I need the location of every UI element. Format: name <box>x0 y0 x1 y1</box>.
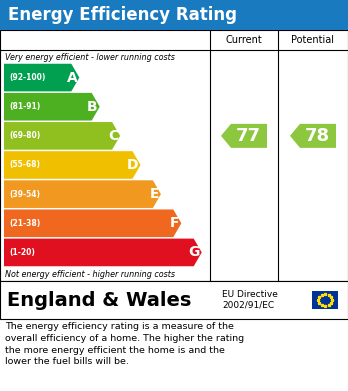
Text: E: E <box>149 187 159 201</box>
Text: 77: 77 <box>236 127 261 145</box>
Polygon shape <box>4 210 181 237</box>
Polygon shape <box>4 64 79 91</box>
Text: G: G <box>188 246 200 260</box>
Text: B: B <box>87 100 98 114</box>
Bar <box>312 291 338 309</box>
Polygon shape <box>221 124 267 148</box>
Polygon shape <box>290 124 336 148</box>
Text: (69-80): (69-80) <box>9 131 40 140</box>
Polygon shape <box>4 180 161 208</box>
Polygon shape <box>4 93 100 120</box>
Text: (92-100): (92-100) <box>9 73 45 82</box>
Text: Potential: Potential <box>292 35 334 45</box>
Bar <box>0 0 348 30</box>
Text: (39-54): (39-54) <box>9 190 40 199</box>
Polygon shape <box>4 122 120 150</box>
Text: (1-20): (1-20) <box>9 248 35 257</box>
Text: (21-38): (21-38) <box>9 219 40 228</box>
Text: England & Wales: England & Wales <box>7 291 191 310</box>
Text: C: C <box>108 129 118 143</box>
Text: The energy efficiency rating is a measure of the
overall efficiency of a home. T: The energy efficiency rating is a measur… <box>5 322 244 366</box>
Text: D: D <box>127 158 139 172</box>
Polygon shape <box>4 239 202 266</box>
Text: Very energy efficient - lower running costs: Very energy efficient - lower running co… <box>5 53 175 62</box>
Text: (81-91): (81-91) <box>9 102 40 111</box>
Text: 78: 78 <box>304 127 330 145</box>
Text: EU Directive
2002/91/EC: EU Directive 2002/91/EC <box>222 290 278 310</box>
Polygon shape <box>4 151 141 179</box>
Text: F: F <box>170 216 179 230</box>
Text: Current: Current <box>226 35 262 45</box>
Text: Energy Efficiency Rating: Energy Efficiency Rating <box>8 6 237 24</box>
Text: A: A <box>66 70 77 84</box>
Text: Not energy efficient - higher running costs: Not energy efficient - higher running co… <box>5 270 175 279</box>
Bar <box>0 30 348 281</box>
Bar <box>0 281 348 319</box>
Text: (55-68): (55-68) <box>9 160 40 170</box>
